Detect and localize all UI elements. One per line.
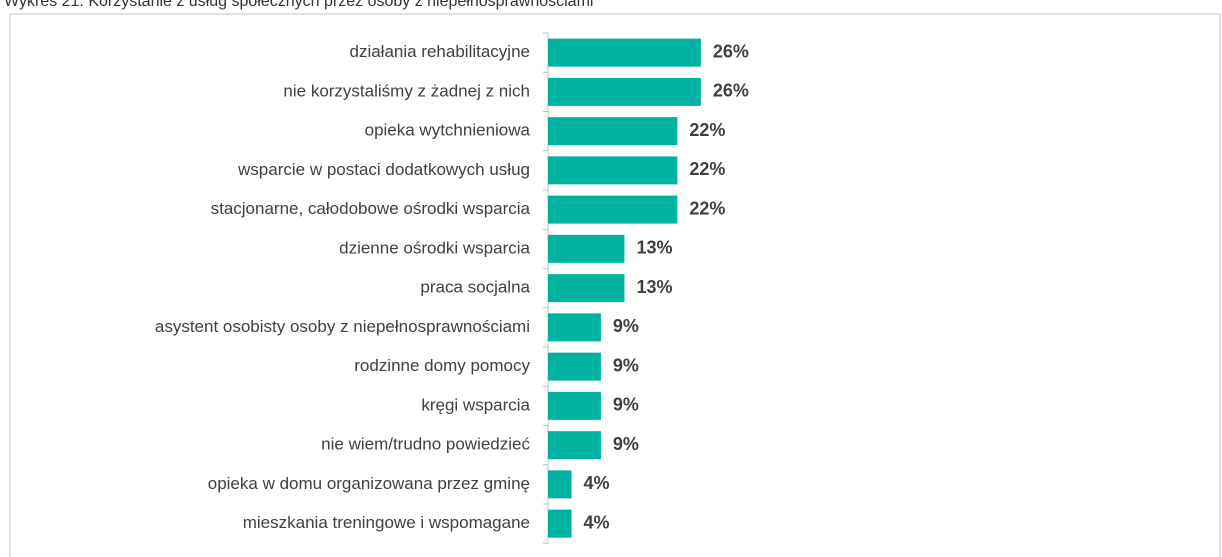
category-label: asystent osobisty osoby z niepełnosprawn… xyxy=(155,317,530,336)
value-label: 13% xyxy=(636,238,672,258)
bar xyxy=(548,313,601,342)
category-label: praca socjalna xyxy=(420,278,530,297)
value-label: 9% xyxy=(613,434,639,454)
bar xyxy=(548,431,601,460)
category-label: działania rehabilitacyjne xyxy=(349,42,530,61)
bar xyxy=(548,156,678,185)
value-label: 22% xyxy=(689,120,725,140)
bar xyxy=(548,195,678,224)
bar xyxy=(548,117,678,146)
bar xyxy=(548,77,701,106)
value-label: 13% xyxy=(636,277,672,297)
category-label: opieka w domu organizowana przez gminę xyxy=(208,474,530,493)
category-label: dzienne ośrodki wsparcia xyxy=(339,238,530,257)
value-label: 26% xyxy=(713,41,749,61)
chart-title: Wykres 21. Korzystanie z usług społeczny… xyxy=(4,0,593,10)
chart-frame xyxy=(9,13,1221,557)
value-label: 9% xyxy=(613,316,639,336)
category-label: opieka wytchnieniowa xyxy=(365,121,531,140)
value-label: 26% xyxy=(713,81,749,101)
category-label: kręgi wsparcia xyxy=(421,395,530,414)
category-label: nie wiem/trudno powiedzieć xyxy=(321,435,530,454)
bar xyxy=(548,391,601,420)
value-label: 9% xyxy=(613,355,639,375)
value-label: 22% xyxy=(689,159,725,179)
value-label: 4% xyxy=(584,473,610,493)
bar xyxy=(548,38,701,67)
value-label: 4% xyxy=(584,512,610,532)
category-label: wsparcie w postaci dodatkowych usług xyxy=(237,160,530,179)
category-label: rodzinne domy pomocy xyxy=(354,356,530,375)
category-label: stacjonarne, całodobowe ośrodki wsparcia xyxy=(211,199,531,218)
category-label: nie korzystaliśmy z żadnej z nich xyxy=(283,81,530,100)
bar xyxy=(548,470,572,499)
value-label: 9% xyxy=(613,395,639,415)
category-label: mieszkania treningowe i wspomagane xyxy=(243,513,530,532)
bar xyxy=(548,274,625,303)
bar xyxy=(548,352,601,381)
value-label: 22% xyxy=(689,198,725,218)
bar xyxy=(548,234,625,263)
bar xyxy=(548,509,572,538)
